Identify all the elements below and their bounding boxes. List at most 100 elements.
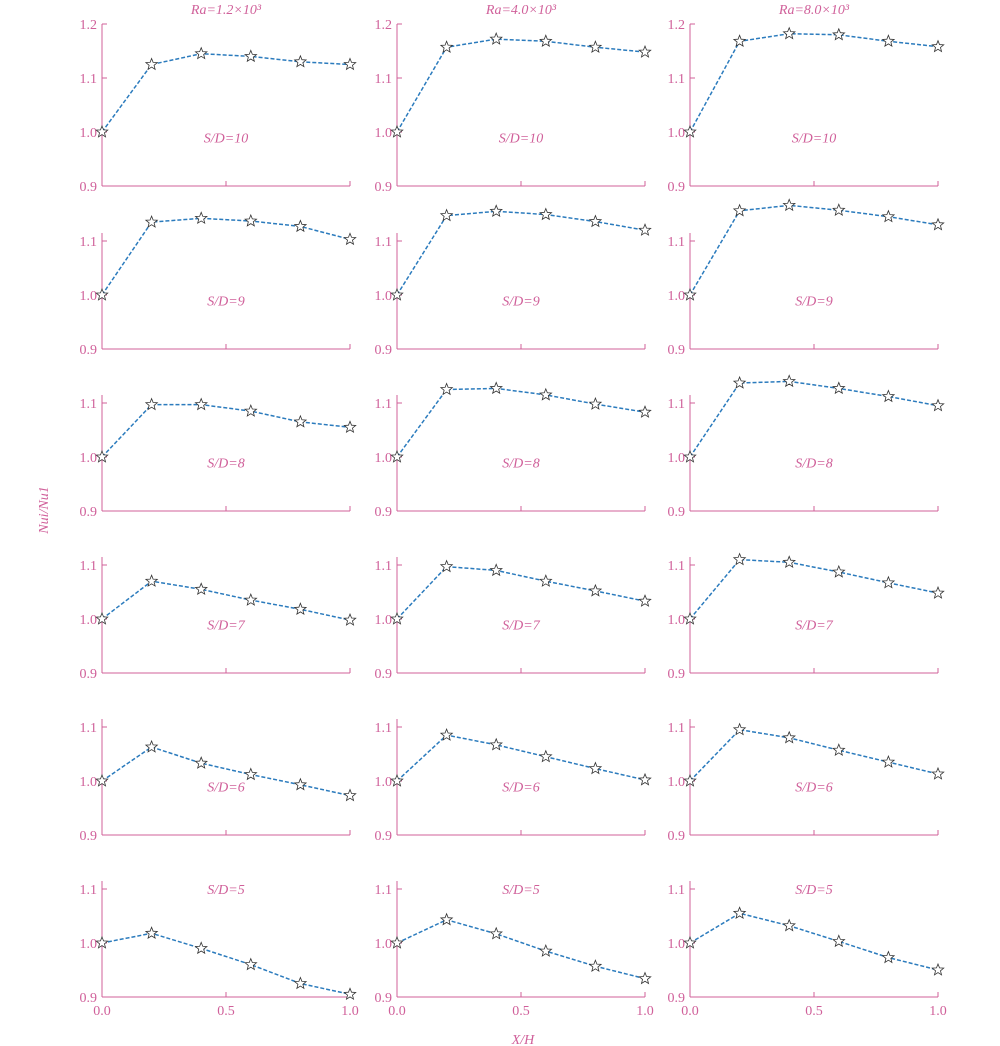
y-tick-label: 1.0: [80, 289, 98, 304]
data-point: [293, 219, 308, 233]
y-tick-label: 1.2: [668, 18, 686, 33]
data-point: [144, 397, 159, 411]
data-point: [144, 574, 159, 587]
data-point: [293, 777, 308, 791]
data-point: [390, 935, 404, 949]
data-point: [588, 959, 603, 972]
data-point: [489, 563, 503, 577]
y-tick-label: 0.9: [80, 343, 98, 358]
data-point: [931, 585, 945, 599]
data-point: [489, 737, 503, 751]
y-tick-label: 0.9: [668, 180, 686, 195]
y-tick-label: 1.0: [375, 126, 393, 141]
data-point: [293, 976, 308, 990]
data-point: [588, 396, 603, 410]
data-point: [732, 552, 747, 566]
data-point: [683, 124, 697, 138]
series-line: [396, 38, 646, 133]
data-point: [293, 602, 308, 616]
data-point: [588, 761, 603, 775]
y-tick-label: 1.1: [80, 397, 98, 412]
data-point: [588, 214, 603, 228]
data-point: [343, 420, 357, 434]
data-point: [832, 743, 846, 756]
data-point: [931, 398, 945, 412]
chart-panel: 0.9 1.0 1.1 1.2 Ra=8.0×10³ S/D=10: [668, 3, 945, 195]
series-line: [689, 912, 939, 971]
series-line: [689, 204, 939, 296]
data-point: [244, 49, 258, 63]
data-point: [782, 918, 796, 932]
y-tick-label: 0.9: [375, 180, 393, 195]
y-tick-label: 1.0: [375, 451, 393, 466]
chart-panel: 0.9 1.0 1.1 S/D=9: [375, 204, 652, 358]
series-line: [101, 217, 351, 296]
x-tick-label: 0.0: [388, 1004, 406, 1019]
panel-label: S/D=7: [795, 618, 833, 633]
data-point: [832, 203, 846, 216]
data-point: [343, 612, 357, 626]
series-line: [689, 558, 939, 620]
data-point: [832, 934, 846, 948]
series-line: [101, 52, 351, 133]
y-tick-label: 0.9: [375, 343, 393, 358]
y-tick-label: 1.1: [80, 559, 98, 574]
data-point: [683, 611, 697, 625]
data-point: [881, 575, 896, 589]
data-point: [194, 582, 208, 596]
chart-panel: 0.9 1.0 1.1 1.2 Ra=4.0×10³ S/D=10: [375, 3, 652, 195]
data-point: [194, 756, 208, 769]
data-point: [539, 749, 553, 763]
panel-label: S/D=10: [204, 131, 248, 146]
data-point: [638, 44, 652, 58]
y-tick-label: 1.0: [668, 289, 686, 304]
y-tick-label: 1.1: [375, 397, 393, 412]
data-point: [95, 287, 109, 301]
chart-panel: 0.9 1.0 1.1 S/D=6: [668, 719, 945, 844]
data-point: [343, 57, 357, 71]
data-point: [539, 387, 553, 401]
data-point: [832, 27, 846, 41]
y-tick-label: 0.9: [668, 505, 686, 520]
data-point: [782, 26, 796, 40]
data-point: [144, 926, 159, 940]
data-point: [539, 207, 553, 221]
data-point: [638, 772, 652, 786]
series-line: [396, 210, 646, 296]
chart-panel: 0.9 1.0 1.1 0.0 0.5 1.0 S/D=5: [375, 881, 654, 1019]
data-point: [683, 935, 697, 949]
data-point: [832, 564, 846, 578]
data-point: [293, 414, 308, 428]
y-tick-label: 1.0: [668, 126, 686, 141]
data-point: [832, 381, 846, 395]
data-point: [539, 574, 553, 587]
data-point: [638, 223, 652, 236]
chart-panel: 0.9 1.0 1.1 S/D=6: [80, 719, 357, 844]
data-point: [194, 211, 208, 225]
data-point: [732, 906, 747, 920]
series-line: [101, 932, 351, 996]
data-point: [683, 773, 697, 787]
y-tick-label: 0.9: [668, 829, 686, 844]
data-point: [638, 405, 652, 418]
chart-panel: 0.9 1.0 1.1 S/D=8: [80, 395, 357, 520]
chart-panel: 0.9 1.0 1.1 0.0 0.5 1.0 S/D=5: [668, 881, 947, 1019]
panel-label: S/D=5: [502, 883, 539, 898]
x-tick-label: 0.5: [512, 1004, 530, 1019]
panel-label: S/D=10: [792, 131, 836, 146]
chart-panel: 0.9 1.0 1.1 1.2 Ra=1.2×10³ S/D=10: [80, 3, 357, 195]
data-point: [782, 730, 796, 744]
y-tick-label: 1.2: [375, 18, 393, 33]
series-line: [396, 734, 646, 782]
data-point: [194, 397, 208, 411]
data-point: [782, 555, 796, 569]
y-tick-label: 1.0: [668, 775, 686, 790]
column-title: Ra=4.0×10³: [485, 3, 557, 18]
data-point: [683, 449, 697, 463]
data-point: [489, 926, 503, 940]
chart-panel: 0.9 1.0 1.1 S/D=9: [80, 211, 357, 358]
y-tick-label: 1.1: [80, 721, 98, 736]
chart-panel: 0.9 1.0 1.1 S/D=7: [375, 557, 652, 682]
data-point: [931, 217, 945, 231]
series-line: [396, 387, 646, 458]
